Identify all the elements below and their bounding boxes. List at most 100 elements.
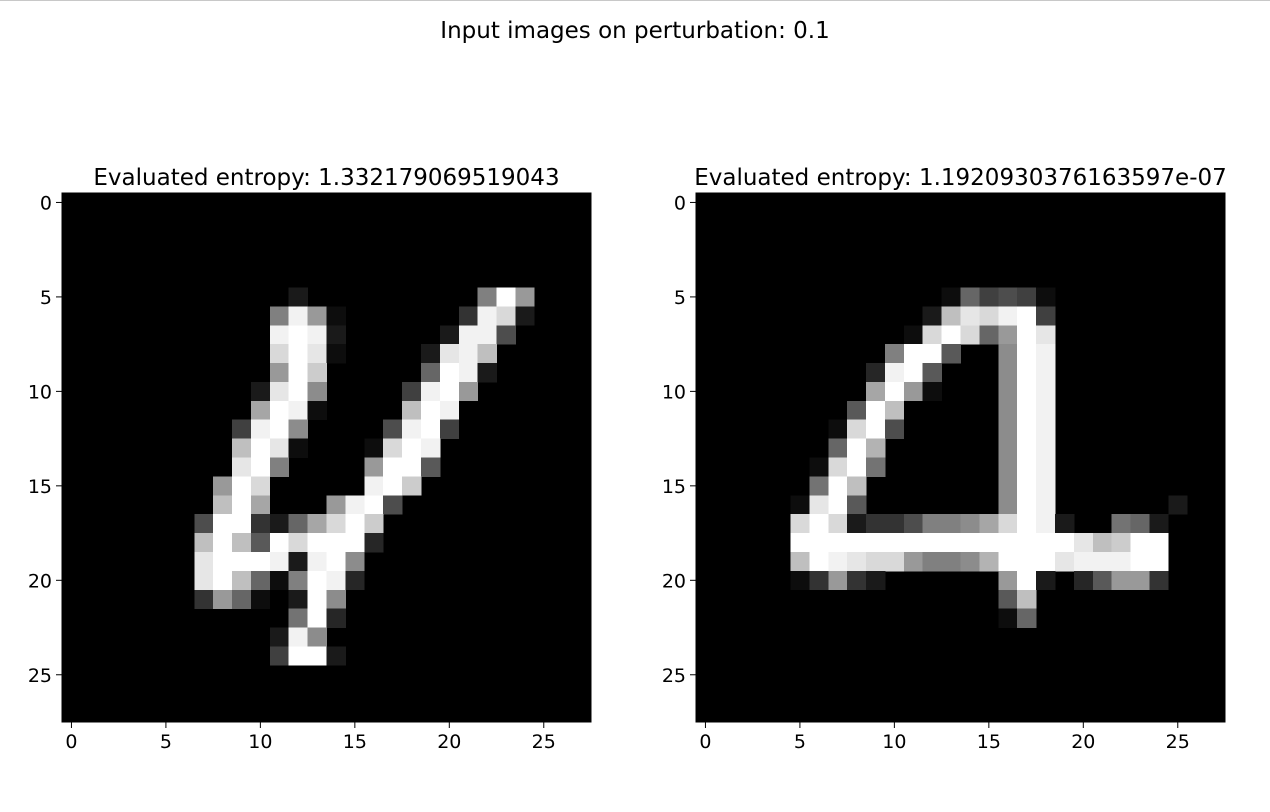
y-tick-label: 0 [674,192,686,214]
heatmap-panel-2: Evaluated entropy: 1.1920930376163597e-0… [662,165,1227,753]
heatmap-cell [383,438,403,458]
heatmap-cell [828,419,848,439]
heatmap-cell [979,325,999,345]
heatmap-cell [884,363,905,383]
heatmap-cell [1111,551,1131,572]
heatmap-cell [250,400,271,421]
heatmap-cell [496,287,516,307]
heatmap-cell [866,363,886,383]
heatmap-cell [288,646,308,666]
heatmap-cell [288,608,308,628]
heatmap-cell [307,627,327,647]
heatmap-cell [420,344,441,364]
heatmap-cell [828,533,848,553]
heatmap-cell [809,551,829,572]
heatmap-cell [884,344,905,364]
y-tick-label: 10 [28,381,52,403]
heatmap-cell [402,400,422,421]
heatmap-cell [439,344,460,364]
heatmap-cell [402,419,422,439]
heatmap-cell [809,514,829,534]
heatmap-cell [439,419,460,439]
heatmap-cell [866,438,886,458]
heatmap-cell [941,306,961,326]
x-tick-label: 20 [1071,731,1095,753]
heatmap-cell [232,438,252,458]
x-tick-label: 5 [794,731,806,753]
heatmap-cell [250,476,271,496]
y-tick-label: 25 [28,665,52,687]
heatmap-cell [307,306,327,326]
heatmap-cell [998,589,1018,610]
y-tick-label: 15 [662,476,686,498]
heatmap-cell [922,363,942,383]
heatmap-cell [847,457,867,477]
heatmap-cell [1017,533,1037,553]
heatmap-cell [250,570,271,591]
heatmap-cell [998,381,1018,402]
x-tick-label: 10 [248,731,272,753]
heatmap-cell [941,287,961,307]
heatmap-cell [232,495,252,515]
heatmap-cell [288,381,308,402]
heatmap-cell [326,533,346,553]
heatmap-cell [979,514,999,534]
heatmap-cell [809,533,829,553]
heatmap-cell [1092,570,1113,591]
x-tick-label: 25 [1166,731,1190,753]
heatmap-cell [1111,533,1131,553]
heatmap-cell [420,381,441,402]
y-tick-label: 20 [662,570,686,592]
heatmap-cell [884,533,905,553]
heatmap-cell [420,400,441,421]
heatmap-cell [402,457,422,477]
heatmap-cell [269,344,290,364]
y-tick-label: 5 [674,287,686,309]
panel-title: Evaluated entropy: 1.1920930376163597e-0… [694,165,1227,191]
heatmap-cell [1017,363,1037,383]
heatmap-cell [250,551,271,572]
heatmap-cell [269,551,290,572]
heatmap-cell [828,438,848,458]
heatmap-cell [1017,400,1037,421]
heatmap-cell [884,551,905,572]
heatmap-cell [439,400,460,421]
heatmap-cell [1036,325,1056,345]
heatmap-cell [232,457,252,477]
heatmap-cell [1149,533,1169,553]
heatmap-cell [477,306,497,326]
heatmap-cell [307,533,327,553]
heatmap-cell [1036,514,1056,534]
heatmap-cell [1149,551,1169,572]
heatmap-cell [1168,495,1188,515]
heatmap-cell [922,533,942,553]
heatmap-cell [345,533,365,553]
y-tick-label: 0 [40,192,52,214]
heatmap-cell [326,551,346,572]
heatmap-cell [998,438,1018,458]
x-tick-label: 0 [65,731,77,753]
y-tick-label: 15 [28,476,52,498]
heatmap-cell [402,381,422,402]
heatmap-cell [1111,570,1131,591]
heatmap-cell [1130,570,1150,591]
heatmap-cell [250,419,271,439]
heatmap-cell [960,551,980,572]
heatmap-cell [288,627,308,647]
heatmap-cell [269,438,290,458]
heatmap-cell [326,325,346,345]
axes-frame [61,192,592,723]
heatmap-cell [941,344,961,364]
heatmap-cell [1130,533,1150,553]
heatmap-cell [1036,533,1056,553]
heatmap-cell [232,533,252,553]
heatmap-cell [1073,570,1094,591]
heatmap-cell [828,476,848,496]
heatmap-cell [809,495,829,515]
heatmap-cell [383,495,403,515]
heatmap-cell [288,363,308,383]
heatmap-cell [979,533,999,553]
heatmap-cell [1036,287,1056,307]
heatmap-cell [307,589,327,610]
heatmap-cell [1017,381,1037,402]
